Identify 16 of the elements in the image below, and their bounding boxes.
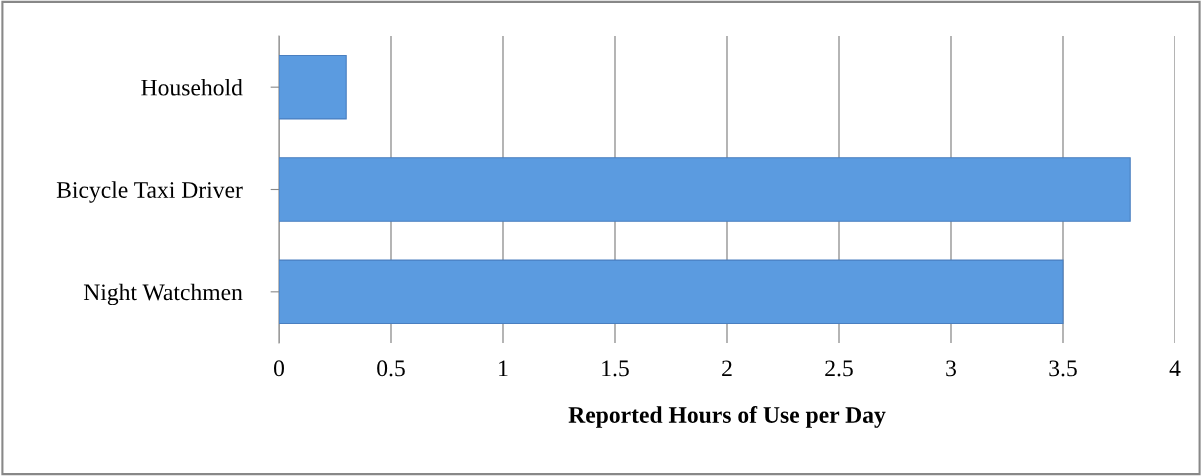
x-axis-title: Reported Hours of Use per Day [568, 406, 886, 428]
bar [279, 54, 347, 120]
y-tick-label: Bicycle Taxi Driver [56, 181, 243, 203]
x-tick-label: 0 [274, 360, 284, 377]
y-tick-label: Night Watchmen [83, 283, 243, 306]
x-tick-label: 3.5 [1049, 360, 1077, 377]
x-tick-label: 0.5 [377, 360, 405, 377]
y-tick-label: Household [141, 78, 243, 96]
x-tick-label: 1.5 [602, 360, 629, 377]
x-tick-label: 4 [1169, 360, 1181, 377]
x-tick-label: 1 [499, 360, 508, 377]
x-tick-label: 2 [722, 360, 732, 377]
x-tick-label: 2.5 [825, 360, 853, 377]
x-tick-label: 3 [946, 360, 956, 377]
bar [279, 157, 1131, 222]
bar [279, 259, 1064, 325]
